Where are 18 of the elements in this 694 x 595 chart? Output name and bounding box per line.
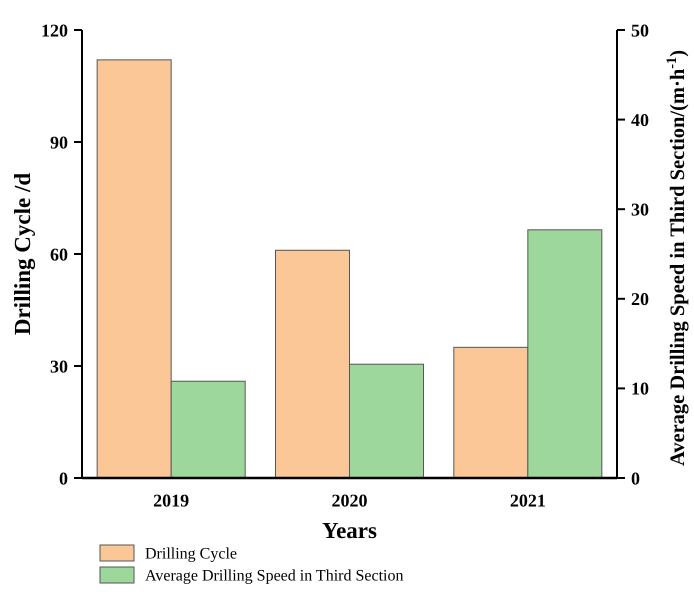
x-tick-label: 2020 [332, 490, 368, 510]
y2-tick-label: 40 [631, 110, 649, 130]
legend-label: Drilling Cycle [145, 546, 237, 563]
legend-label: Average Drilling Speed in Third Section [145, 568, 404, 585]
x-tick-label: 2019 [153, 490, 190, 510]
y-tick-label: 60 [50, 244, 68, 264]
x-tick-label: 2021 [510, 490, 546, 510]
y2-tick-label: 50 [631, 20, 649, 40]
y-tick-label: 120 [41, 20, 68, 40]
y2-tick-label: 10 [631, 378, 649, 399]
y-axis-title: Drilling Cycle /d [10, 172, 36, 336]
y2-tick-label: 30 [631, 200, 649, 220]
x-axis-title: Years [322, 518, 378, 543]
y-tick-label: 90 [50, 132, 68, 152]
y-tick-label: 30 [50, 356, 68, 376]
y2-tick-label: 0 [631, 468, 640, 488]
y2-tick-label: 20 [631, 289, 649, 310]
y-tick-label: 0 [59, 468, 68, 488]
